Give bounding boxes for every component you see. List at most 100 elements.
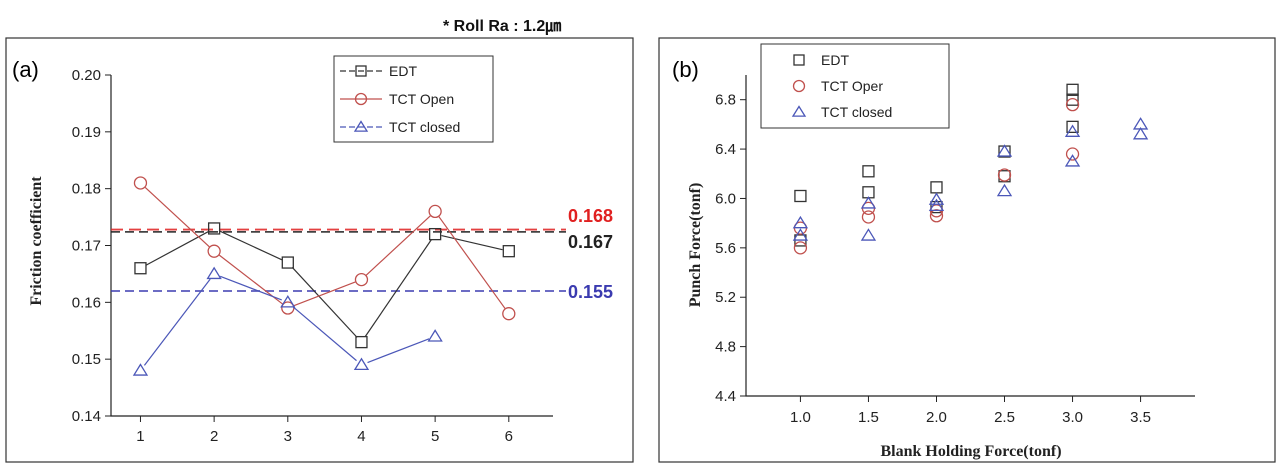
panel-b-point	[1066, 83, 1079, 96]
panel-a-series-line	[364, 239, 432, 338]
panel-a-xtick-label: 1	[136, 428, 144, 445]
panel-a-ytick-label: 0.19	[72, 124, 101, 141]
panel-b-ytick-label: 6.8	[715, 92, 736, 109]
panel-b-xtick-label: 1.0	[790, 409, 811, 426]
panel-b-point	[997, 168, 1012, 182]
panel-a-series-line	[367, 338, 430, 364]
panel-a-point	[502, 307, 516, 321]
panel-a-reference-label: 0.168	[568, 206, 613, 226]
panel-a-ytick-label: 0.17	[72, 238, 101, 255]
panel-b-legend-label: TCT closed	[821, 104, 892, 120]
panel-a-series-line	[143, 278, 211, 366]
panel-a-point	[206, 266, 222, 280]
panel-a-point	[134, 262, 147, 275]
panel-a-legend-label: TCT closed	[389, 119, 460, 135]
panel-b-point	[860, 228, 877, 241]
panel-b-point	[1066, 120, 1079, 134]
panel-a-point	[355, 335, 368, 349]
panel-b-ytick-label: 5.6	[715, 240, 736, 257]
panel-a-ytick-label: 0.16	[72, 294, 101, 311]
panel-a-point	[133, 176, 148, 190]
panel-b-xtick-label: 2.0	[926, 409, 947, 426]
panel-b-point	[792, 228, 809, 241]
panel-a-legend-marker	[354, 92, 368, 106]
panel-b-frame	[658, 37, 1276, 463]
panel-b-xtick-label: 1.5	[858, 409, 879, 426]
panel-b-point	[996, 183, 1013, 197]
panel-a-xtick-label: 2	[210, 428, 218, 445]
panel-a-xtick-label: 6	[505, 428, 513, 445]
panel-a-series-line	[291, 266, 358, 338]
panel-a-point	[502, 245, 515, 258]
panel-b-point	[1064, 154, 1081, 167]
panel-b-point	[928, 198, 945, 212]
panel-a-plot: 0.14 0.15 0.16 0.17 0.18 0.19 0.20 1 2 3 4 5 6 0.168 0…	[72, 55, 613, 445]
panel-b-point	[996, 144, 1013, 157]
panel-a-point	[353, 357, 370, 371]
panel-b-legend-marker	[792, 79, 806, 93]
panel-a-xtick-label: 5	[431, 428, 439, 445]
panel-a-point	[207, 222, 221, 235]
panel-b-point	[794, 189, 807, 203]
panel-a-point	[354, 272, 369, 287]
panel-a-legend-marker	[355, 65, 367, 77]
panel-b-point	[793, 241, 808, 255]
panel-b-ylabel: Punch Force(tonf)	[687, 183, 704, 308]
panel-b-label: (b)	[672, 57, 699, 82]
panel-b-ytick-label: 5.2	[715, 289, 736, 306]
panel-a-point	[428, 204, 442, 219]
roll-ra-note: * Roll Ra : 1.2㎛	[443, 18, 561, 36]
panel-b-point	[1064, 124, 1081, 137]
panel-a-xtick-label: 3	[284, 428, 292, 445]
panel-b-point	[929, 209, 944, 223]
panel-a-reference-label: 0.167	[568, 232, 613, 252]
panel-b-legend-label: EDT	[821, 52, 849, 68]
panel-a-series-line	[292, 306, 357, 362]
panel-a-point	[280, 295, 296, 308]
panel-a-series-line	[145, 231, 209, 266]
panel-b-xtick-label: 3.5	[1130, 409, 1151, 426]
panel-b-xtick-label: 2.5	[994, 409, 1015, 426]
panel-b-point	[860, 196, 877, 209]
panel-b-ytick-label: 6.4	[715, 141, 736, 158]
panel-a-label: (a)	[12, 57, 39, 82]
panel-a-legend-label: EDT	[389, 63, 417, 79]
panel-b-legend-label: TCT Oper	[821, 78, 883, 94]
panel-b-xlabel: Blank Holding Force(tonf)	[880, 443, 1061, 460]
panel-a-frame	[5, 37, 634, 463]
panel-a-series-line	[219, 230, 283, 261]
panel-a-point	[428, 227, 442, 241]
panel-a-ytick-label: 0.18	[72, 181, 101, 198]
panel-a-point	[427, 329, 443, 342]
panel-b-point	[861, 210, 876, 224]
panel-b-point	[1066, 93, 1079, 106]
panel-a-point	[281, 256, 294, 269]
panel-a-ytick-label: 0.14	[72, 408, 101, 425]
panel-b-point	[1065, 97, 1080, 112]
panel-b-point	[1065, 147, 1080, 161]
panel-b-legend-marker	[791, 105, 807, 117]
panel-a-series-line	[293, 281, 356, 307]
panel-a-reference-label: 0.155	[568, 282, 613, 302]
panel-a-legend-label: TCT Open	[389, 91, 454, 107]
panel-b-point	[1132, 126, 1149, 140]
panel-b-legend	[760, 43, 950, 129]
panel-a-series-line	[144, 186, 210, 248]
panel-a-series-line	[365, 215, 431, 276]
panel-a-xtick-label: 4	[357, 428, 365, 445]
panel-b-point	[792, 215, 809, 229]
panel-a-ylabel: Friction coefficient	[28, 176, 45, 306]
panel-b-ytick-label: 4.4	[715, 388, 736, 405]
panel-b-ytick-label: 6.0	[715, 190, 736, 207]
panel-a-series-line	[438, 216, 506, 309]
panel-a-ytick-label: 0.15	[72, 351, 101, 368]
panel-b-plot: 4.4 4.8 5.2 5.6 6.0 6.4 6.8 1.0 1.5 2.0 2.5 3.0 3.5 E…	[715, 43, 1195, 426]
panel-a-ytick-label: 0.20	[72, 67, 101, 84]
panel-a-point	[132, 363, 149, 376]
panel-b-point	[862, 165, 875, 178]
panel-b-point	[928, 192, 945, 205]
panel-a-series-line	[219, 275, 282, 301]
panel-b-point	[930, 181, 943, 194]
panel-b-ytick-label: 4.8	[715, 339, 736, 356]
